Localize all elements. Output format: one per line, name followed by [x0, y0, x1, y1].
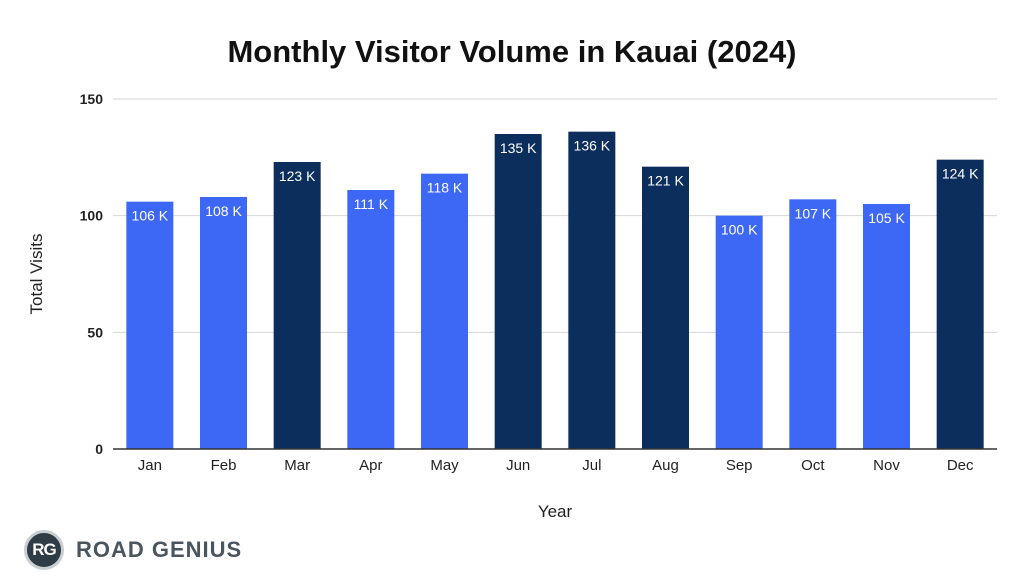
- bar: [126, 201, 174, 449]
- data-labels: 106 K 108 K 123 K 111 K 118 K 135 K 136 K 121 K…: [132, 138, 980, 238]
- bar: [936, 159, 984, 449]
- data-label: 106 K: [132, 208, 169, 224]
- y-tick-label: 0: [95, 441, 103, 457]
- x-tick-label: Jul: [582, 457, 601, 474]
- x-tick-label: Feb: [211, 457, 237, 474]
- bar: [200, 197, 247, 449]
- y-axis-title: Total Visits: [27, 234, 46, 315]
- data-label: 123 K: [279, 168, 316, 184]
- bar: [789, 199, 837, 449]
- x-tick-label: Nov: [873, 457, 900, 474]
- bar: [642, 166, 689, 449]
- x-tick-label: Oct: [801, 457, 825, 474]
- gridlines: [113, 98, 997, 333]
- x-tick-label: Sep: [726, 457, 753, 474]
- bar: [421, 173, 468, 449]
- data-label: 121 K: [647, 173, 684, 189]
- x-axis-ticks: Jan Feb Mar Apr May Jun Jul Aug Sep Oct Nov Dec: [138, 457, 974, 474]
- bar: [715, 215, 763, 449]
- bar: [273, 162, 321, 449]
- data-label: 108 K: [205, 203, 242, 219]
- x-axis-title: Year: [538, 502, 573, 521]
- data-label: 124 K: [942, 166, 979, 182]
- y-tick-label: 50: [87, 324, 103, 340]
- bar: [568, 131, 616, 449]
- data-label: 107 K: [795, 205, 832, 221]
- chart-title: Monthly Visitor Volume in Kauai (2024): [227, 34, 797, 69]
- bar: [863, 204, 910, 449]
- data-label: 118 K: [427, 180, 463, 196]
- x-tick-label: Mar: [284, 457, 310, 474]
- bars: [126, 131, 984, 449]
- data-label: 136 K: [574, 138, 611, 154]
- brand-watermark: RG ROAD GENIUS: [24, 527, 242, 573]
- brand-name: ROAD GENIUS: [76, 537, 243, 562]
- data-label: 111 K: [354, 196, 389, 212]
- data-label: 105 K: [868, 210, 905, 226]
- y-tick-label: 150: [80, 91, 104, 107]
- x-tick-label: May: [430, 457, 459, 474]
- data-label: 100 K: [721, 222, 758, 238]
- brand-logo-icon: RG: [24, 530, 64, 570]
- x-tick-label: Aug: [652, 457, 679, 474]
- x-tick-label: Jun: [506, 457, 530, 474]
- bar: [347, 190, 395, 449]
- x-tick-label: Apr: [359, 457, 382, 474]
- bar: [494, 134, 542, 449]
- data-label: 135 K: [500, 140, 537, 156]
- x-tick-label: Jan: [138, 457, 162, 474]
- x-tick-label: Dec: [947, 457, 974, 474]
- y-axis-ticks: 0 50 100 150: [80, 91, 104, 457]
- y-tick-label: 100: [80, 208, 104, 224]
